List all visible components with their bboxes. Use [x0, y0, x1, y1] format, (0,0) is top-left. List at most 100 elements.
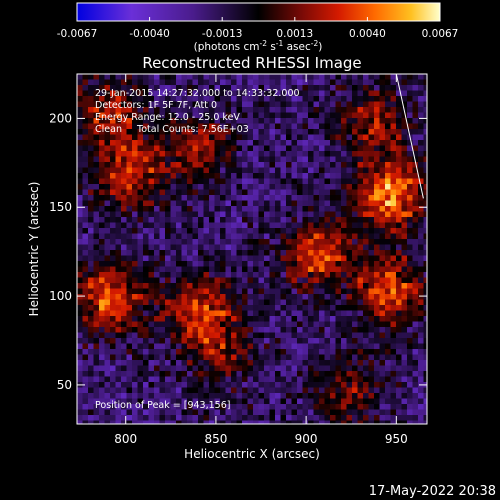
heatmap-cell	[143, 123, 149, 130]
heatmap-cell	[330, 332, 336, 339]
heatmap-cell	[104, 327, 111, 333]
heatmap-cell	[77, 409, 83, 416]
heatmap-cell	[385, 96, 391, 102]
heatmap-cell	[352, 305, 358, 311]
heatmap-cell	[176, 85, 182, 91]
heatmap-cell	[203, 123, 210, 130]
heatmap-cell	[330, 371, 336, 377]
heatmap-cell	[82, 233, 89, 240]
heatmap-cell	[214, 409, 221, 416]
heatmap-cell	[291, 266, 298, 273]
heatmap-cell	[280, 338, 287, 344]
heatmap-cell	[214, 398, 221, 405]
heatmap-cell	[412, 310, 419, 317]
heatmap-cell	[357, 327, 364, 333]
heatmap-cell	[385, 255, 391, 262]
heatmap-cell	[165, 129, 171, 135]
heatmap-cell	[236, 145, 243, 152]
heatmap-cell	[379, 200, 386, 207]
heatmap-cell	[176, 134, 182, 141]
heatmap-cell	[308, 349, 314, 355]
heatmap-cell	[214, 101, 221, 108]
heatmap-cell	[418, 90, 424, 97]
heatmap-cell	[313, 244, 320, 251]
heatmap-cell	[115, 409, 122, 416]
heatmap-cell	[341, 343, 347, 350]
heatmap-cell	[264, 200, 270, 207]
heatmap-cell	[209, 349, 215, 355]
heatmap-cell	[242, 85, 248, 91]
heatmap-cell	[236, 167, 243, 174]
heatmap-cell	[203, 112, 210, 119]
heatmap-cell	[192, 294, 199, 300]
heatmap-cell	[346, 409, 353, 416]
heatmap-cell	[220, 266, 226, 273]
heatmap-cell	[374, 371, 380, 377]
heatmap-cell	[308, 184, 314, 190]
heatmap-cell	[269, 112, 276, 119]
heatmap-cell	[154, 107, 160, 113]
heatmap-cell	[143, 299, 149, 306]
heatmap-cell	[308, 360, 314, 366]
heatmap-cell	[330, 415, 336, 421]
heatmap-cell	[137, 349, 144, 355]
heatmap-cell	[302, 349, 309, 355]
heatmap-cell	[209, 338, 215, 344]
heatmap-cell	[330, 107, 336, 113]
heatmap-cell	[396, 74, 402, 80]
heatmap-cell	[225, 140, 232, 146]
heatmap-cell	[390, 79, 397, 86]
heatmap-cell	[313, 349, 320, 355]
heatmap-cell	[170, 222, 177, 229]
heatmap-cell	[297, 79, 303, 86]
heatmap-cell	[88, 365, 94, 372]
heatmap-cell	[82, 382, 89, 388]
heatmap-cell	[99, 211, 105, 218]
heatmap-cell	[319, 409, 325, 416]
heatmap-cell	[154, 233, 160, 240]
heatmap-cell	[82, 288, 89, 295]
heatmap-cell	[88, 123, 94, 130]
heatmap-cell	[159, 90, 166, 97]
heatmap-cell	[385, 393, 391, 399]
heatmap-cell	[297, 250, 303, 256]
heatmap-cell	[192, 371, 199, 377]
heatmap-cell	[198, 173, 204, 179]
heatmap-cell	[275, 206, 281, 212]
heatmap-cell	[286, 387, 292, 394]
heatmap-cell	[418, 354, 424, 361]
heatmap-cell	[159, 272, 166, 278]
heatmap-cell	[401, 239, 408, 245]
heatmap-cell	[407, 343, 413, 350]
heatmap-cell	[346, 365, 353, 372]
heatmap-cell	[110, 343, 116, 350]
heatmap-cell	[297, 376, 303, 383]
heatmap-cell	[93, 338, 100, 344]
heatmap-cell	[143, 118, 149, 124]
heatmap-cell	[385, 261, 391, 267]
heatmap-cell	[302, 327, 309, 333]
heatmap-cell	[110, 365, 116, 372]
heatmap-cell	[137, 206, 144, 212]
heatmap-cell	[258, 332, 265, 339]
heatmap-cell	[330, 387, 336, 394]
heatmap-cell	[242, 321, 248, 328]
heatmap-cell	[99, 283, 105, 289]
heatmap-cell	[104, 217, 111, 223]
heatmap-cell	[412, 184, 419, 190]
heatmap-cell	[181, 140, 188, 146]
heatmap-cell	[110, 112, 116, 119]
heatmap-cell	[374, 376, 380, 383]
heatmap-cell	[412, 244, 419, 251]
heatmap-cell	[77, 156, 83, 163]
heatmap-cell	[286, 365, 292, 372]
heatmap-cell	[302, 332, 309, 339]
heatmap-cell	[275, 393, 281, 399]
heatmap-cell	[220, 338, 226, 344]
heatmap-cell	[302, 316, 309, 322]
heatmap-cell	[176, 305, 182, 311]
heatmap-cell	[357, 85, 364, 91]
heatmap-cell	[143, 376, 149, 383]
heatmap-cell	[192, 354, 199, 361]
heatmap-cell	[187, 420, 193, 424]
